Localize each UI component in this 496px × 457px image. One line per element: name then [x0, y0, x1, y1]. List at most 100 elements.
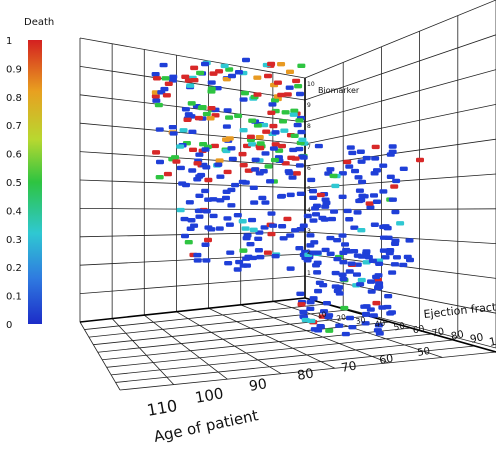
legend-tick-label: 0 [6, 320, 12, 331]
data-point [181, 107, 190, 112]
data-point [350, 225, 359, 230]
data-point [181, 233, 189, 239]
data-point [392, 255, 401, 260]
data-point [269, 123, 278, 129]
data-point [164, 81, 173, 86]
data-point [234, 70, 243, 75]
data-point [226, 250, 235, 255]
ejection-tick-labels: 10 20 30 40 50 60 70 80 90 100 [317, 310, 496, 349]
data-point [239, 128, 248, 133]
data-point [326, 251, 335, 257]
legend-tick-label: 0.8 [6, 93, 22, 104]
data-point [313, 260, 322, 266]
data-point [306, 299, 315, 305]
data-point [286, 266, 295, 271]
data-point [375, 261, 384, 266]
data-point [249, 185, 258, 191]
legend-title: Death [24, 17, 54, 28]
data-point [333, 288, 342, 294]
data-point [207, 80, 216, 85]
data-point [338, 171, 347, 176]
data-point [194, 115, 203, 121]
data-point [241, 226, 250, 231]
data-point [327, 216, 336, 222]
data-point [260, 225, 269, 230]
data-point [273, 80, 282, 85]
data-point [314, 328, 323, 333]
data-point [223, 108, 232, 113]
data-point [193, 177, 202, 182]
data-point [160, 86, 169, 92]
data-point [350, 249, 359, 254]
data-point [390, 262, 399, 267]
data-point [180, 216, 189, 222]
data-point [253, 75, 262, 80]
data-point [193, 161, 202, 166]
data-point [351, 168, 360, 174]
data-point [318, 215, 327, 221]
data-point [381, 224, 390, 229]
data-point [267, 110, 276, 115]
biomarker-tick-label: 3 [307, 228, 311, 235]
data-point [239, 162, 248, 168]
data-point [299, 223, 308, 228]
data-point [296, 227, 305, 232]
data-point [309, 195, 318, 200]
legend-tick-label: 0.9 [6, 64, 22, 75]
data-point [271, 98, 280, 103]
data-point [346, 315, 354, 321]
data-point [372, 300, 381, 306]
data-point [299, 309, 308, 315]
data-point [353, 253, 362, 258]
data-point [289, 112, 298, 117]
data-point [197, 172, 206, 178]
data-point [368, 258, 377, 264]
data-point [295, 118, 304, 123]
data-point [193, 252, 202, 258]
data-point [391, 209, 400, 215]
data-point [172, 159, 181, 164]
data-point [271, 253, 280, 259]
data-point [250, 200, 259, 205]
data-point [358, 179, 367, 185]
data-point [362, 155, 371, 161]
data-point [215, 69, 224, 74]
legend-tick-label: 0.7 [6, 121, 22, 132]
data-point [391, 241, 400, 246]
data-point [357, 197, 366, 203]
data-point [187, 218, 196, 223]
data-point [366, 205, 375, 210]
data-point [195, 193, 204, 198]
data-point [152, 76, 161, 81]
data-point [312, 212, 321, 217]
data-point [216, 198, 225, 203]
ejection-tick-label: 10 [317, 310, 327, 320]
data-point [345, 217, 354, 222]
legend: Death 1 0.9 0.8 0.7 0.6 0.5 0.4 0.3 0.2 0.1 0 [6, 17, 54, 331]
data-point [239, 263, 248, 268]
data-point [325, 328, 334, 333]
data-point [333, 237, 342, 243]
data-point [195, 152, 204, 157]
data-point [251, 167, 260, 172]
data-point [195, 214, 204, 219]
data-point [188, 168, 197, 173]
data-point [197, 105, 206, 111]
data-point [178, 181, 187, 186]
data-point [386, 174, 395, 180]
data-point [201, 147, 210, 152]
data-point [369, 193, 378, 198]
data-point [225, 222, 234, 227]
data-point [256, 145, 265, 151]
data-point [244, 168, 253, 173]
data-point [184, 240, 193, 245]
data-point [202, 258, 211, 263]
data-point [405, 238, 414, 243]
data-point [339, 260, 348, 265]
data-point [285, 85, 294, 90]
data-point [316, 324, 325, 329]
data-point [303, 213, 312, 219]
data-point [222, 124, 231, 129]
biomarker-tick-labels: 10 9 8 7 6 5 4 3 2 1 [307, 81, 315, 277]
data-point [322, 300, 331, 306]
